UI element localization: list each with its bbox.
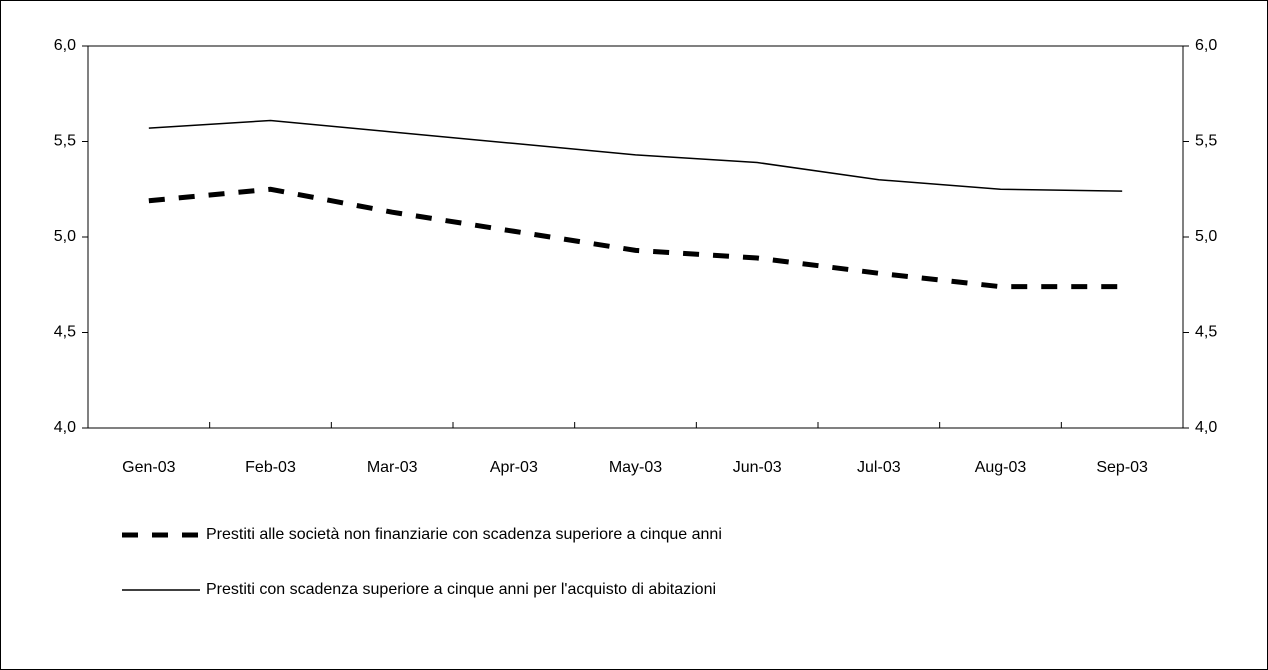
y-tick-label: 4,0 bbox=[54, 419, 76, 436]
y-tick-label: 5,0 bbox=[54, 228, 76, 245]
series-line bbox=[148, 186, 1123, 290]
y-tick-label: 4,5 bbox=[54, 324, 76, 341]
legend-label: Prestiti con scadenza superiore a cinque… bbox=[206, 581, 716, 598]
legend-label: Prestiti alle società non finanziarie co… bbox=[206, 526, 722, 543]
y-tick-label: 6,0 bbox=[54, 37, 76, 54]
x-tick-label: Gen-03 bbox=[122, 459, 175, 476]
y2-tick-label: 4,0 bbox=[1195, 419, 1217, 436]
x-tick-label: Mar-03 bbox=[367, 459, 418, 476]
y2-tick-label: 4,5 bbox=[1195, 324, 1217, 341]
x-tick-label: Feb-03 bbox=[245, 459, 296, 476]
x-tick-label: May-03 bbox=[609, 459, 662, 476]
x-tick-label: Jun-03 bbox=[733, 459, 782, 476]
y-tick-label: 5,5 bbox=[54, 133, 76, 150]
x-tick-label: Aug-03 bbox=[975, 459, 1027, 476]
y2-tick-label: 6,0 bbox=[1195, 37, 1217, 54]
x-tick-label: Sep-03 bbox=[1096, 459, 1148, 476]
series-line bbox=[148, 119, 1123, 192]
x-tick-label: Jul-03 bbox=[857, 459, 901, 476]
y2-tick-label: 5,5 bbox=[1195, 133, 1217, 150]
y2-tick-label: 5,0 bbox=[1195, 228, 1217, 245]
x-tick-label: Apr-03 bbox=[490, 459, 538, 476]
